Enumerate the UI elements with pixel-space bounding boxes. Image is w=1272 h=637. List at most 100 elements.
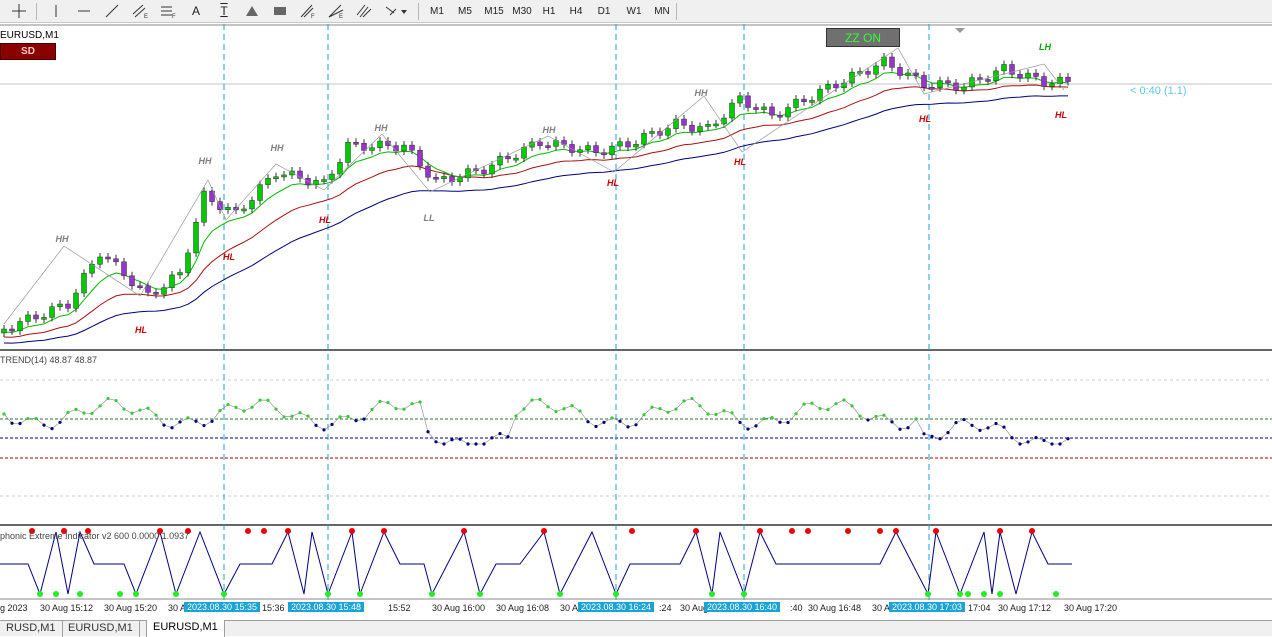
trend-indicator-dot	[586, 420, 590, 424]
extreme-bottom-dot	[325, 591, 331, 597]
candle-body	[537, 141, 543, 146]
arrows-dropdown-icon[interactable]	[382, 2, 410, 20]
zigzag-toggle-button[interactable]: ZZ ON	[826, 28, 900, 47]
trend-indicator-dot	[842, 398, 846, 402]
trend-indicator-dot	[722, 409, 726, 413]
candle-body	[329, 173, 335, 180]
trend-indicator-dot	[2, 412, 6, 416]
extreme-top-dot	[845, 528, 851, 534]
tab-chart-2[interactable]: EURUSD,M1	[62, 621, 140, 637]
candle-body	[801, 98, 807, 102]
svg-text:E: E	[339, 14, 343, 18]
chart-area[interactable]: HH HL HH HL HH HL HH LL HH HL HH HL HL LH HL	[0, 24, 1272, 620]
trend-indicator-dot	[754, 424, 758, 428]
trend-indicator-dot	[58, 420, 62, 424]
timeframe-m5-button[interactable]: M5	[458, 5, 472, 17]
trend-indicator-dot	[498, 431, 502, 436]
trend-indicator-dot	[826, 407, 830, 412]
highlighted-time-label: 2023.08.30 15:48	[288, 602, 365, 612]
trend-indicator-dot	[226, 402, 230, 407]
swing-label: LH	[1039, 42, 1051, 52]
swing-label: HH	[695, 88, 708, 98]
trend-indicator-dot	[938, 437, 942, 441]
trend-indicator-dot	[90, 411, 94, 416]
candle-body	[97, 256, 103, 265]
trend-indicator-dot	[106, 396, 110, 401]
trend-indicator-dot	[26, 416, 30, 421]
fast-ma-line	[3, 71, 1069, 334]
candle-body	[673, 118, 679, 129]
highlighted-time-label: 2023.08.30 16:24	[578, 602, 655, 612]
timeframe-m30-button[interactable]: M30	[512, 5, 532, 17]
extreme-bottom-dot	[429, 591, 435, 597]
extreme-bottom-dot	[357, 591, 363, 597]
trend-indicator-dot	[298, 411, 302, 415]
svg-text:F: F	[311, 14, 315, 18]
gann-fan-icon[interactable]: E	[326, 2, 346, 20]
extreme-top-dot	[629, 528, 635, 534]
crosshair-icon[interactable]	[8, 2, 30, 20]
channel-icon[interactable]: E	[130, 2, 150, 20]
trend-indicator-dot	[562, 407, 566, 411]
extreme-top-dot	[893, 528, 899, 534]
timeframe-m1-button[interactable]: M1	[430, 5, 444, 17]
svg-text:E: E	[144, 14, 148, 18]
tab-chart-1[interactable]: RUSD,M1	[0, 621, 63, 637]
extreme-bottom-dot	[613, 591, 619, 597]
trend-indicator-dot	[210, 419, 214, 423]
candle-body	[745, 95, 751, 108]
extreme-top-dot	[29, 528, 35, 534]
horizontal-line-icon[interactable]	[74, 2, 94, 20]
vertical-line-icon[interactable]	[46, 2, 66, 20]
time-tick-label: g 2023	[0, 603, 28, 613]
trend-indicator-line	[3, 398, 1069, 445]
timeframe-mn-button[interactable]: MN	[654, 5, 670, 17]
andrews-lines-icon[interactable]	[354, 2, 374, 20]
candle-body	[465, 168, 471, 179]
fibonacci-icon[interactable]: F	[158, 2, 178, 20]
candle-body	[1041, 76, 1047, 87]
candle-body	[849, 71, 855, 84]
trend-indicator-dot	[602, 420, 606, 424]
trend-indicator-dot	[386, 401, 390, 405]
time-tick-label: 30 Aug 17:20	[1064, 603, 1118, 613]
candle-body	[977, 77, 983, 80]
extreme-top-dot	[877, 528, 883, 534]
trend-indicator-dot	[626, 425, 630, 429]
price-chart[interactable]: HH HL HH HL HH HL HH LL HH HL HH HL HL LH HL	[0, 24, 1272, 620]
text-tool-button[interactable]: A	[191, 4, 200, 18]
trend-indicator-dot	[178, 420, 182, 424]
candle-body	[433, 176, 439, 180]
trend-indicator-dot	[746, 427, 750, 431]
sd-button[interactable]: SD	[0, 43, 56, 60]
timeframe-h1-button[interactable]: H1	[542, 5, 556, 17]
drawing-toolbar: E F A T F E M1 M5 M15 M30 H1 H4 D1 W1 MN	[0, 0, 1272, 23]
swing-label: HL	[135, 325, 147, 335]
rectangle-icon[interactable]	[270, 2, 290, 20]
extreme-top-dot	[61, 528, 67, 534]
tab-chart-3[interactable]: EURUSD,M1	[146, 620, 225, 637]
candle-body	[889, 56, 895, 68]
trend-indicator-dot	[578, 409, 582, 413]
trend-indicator-dot	[1018, 442, 1022, 446]
candle-body	[273, 176, 279, 179]
triangle-icon[interactable]	[242, 2, 262, 20]
extreme-top-dot	[349, 528, 355, 534]
time-tick-label: :40	[790, 603, 803, 613]
timeframe-h4-button[interactable]: H4	[569, 5, 583, 17]
trend-indicator-dot	[762, 417, 766, 421]
trend-indicator-label: TREND(14) 48.87 48.87	[0, 355, 98, 365]
text-label-tool-button[interactable]: T	[220, 4, 228, 18]
timeframe-d1-button[interactable]: D1	[597, 5, 611, 17]
trend-indicator-dot	[554, 409, 558, 414]
candle-body	[241, 208, 247, 212]
swing-label: HL	[223, 252, 235, 262]
candle-body	[201, 190, 207, 223]
timeframe-w1-button[interactable]: W1	[626, 5, 642, 17]
swing-label: HL	[919, 114, 931, 124]
pitchfork-icon[interactable]: F	[298, 2, 318, 20]
trendline-icon[interactable]	[102, 2, 122, 20]
timeframe-m15-button[interactable]: M15	[484, 5, 504, 17]
trend-indicator-dot	[738, 420, 742, 424]
trend-indicator-dot	[442, 442, 446, 446]
